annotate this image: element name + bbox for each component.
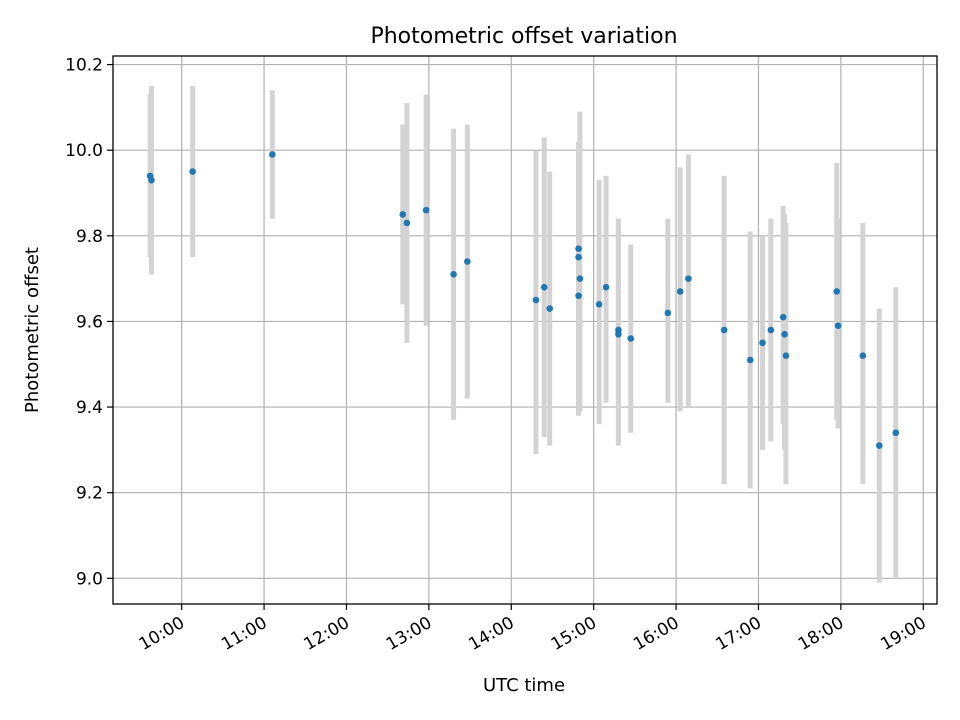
data-point — [189, 168, 196, 175]
x-axis-label: UTC time — [483, 675, 565, 696]
y-tick-label: 9.4 — [76, 398, 103, 418]
grid — [113, 56, 937, 604]
data-point — [676, 288, 684, 295]
data-point — [781, 330, 788, 338]
data-point — [834, 322, 842, 330]
data-point — [833, 288, 841, 295]
data-point — [767, 326, 775, 334]
data-point — [575, 292, 582, 300]
data-point — [615, 330, 622, 338]
data-point — [576, 275, 584, 282]
y-tick-label: 9.2 — [76, 484, 103, 504]
data-point — [450, 271, 457, 278]
y-tick-label: 9.6 — [76, 312, 103, 332]
plot-frame — [112, 55, 938, 605]
data-point — [575, 253, 582, 261]
data-point — [859, 352, 867, 359]
data-point — [464, 258, 471, 265]
y-axis-label: Photometric offset — [22, 247, 43, 413]
data-point — [540, 283, 548, 291]
data-points — [146, 151, 900, 449]
data-point — [876, 442, 883, 449]
data-point — [575, 245, 582, 252]
data-point — [759, 339, 766, 347]
data-point — [664, 309, 672, 317]
data-point — [782, 352, 790, 359]
data-point — [532, 296, 540, 304]
data-point — [627, 335, 635, 342]
data-point — [685, 275, 692, 282]
data-point — [746, 356, 754, 364]
data-point — [399, 211, 407, 218]
data-point — [422, 206, 430, 214]
data-point — [148, 176, 155, 184]
data-point — [892, 429, 900, 437]
y-tick-label: 10.2 — [65, 56, 103, 76]
y-axis-ticks: 9.0 9.2 9.4 9.6 9.8 10.0 10.2 — [65, 56, 113, 589]
y-tick-label: 10.0 — [65, 141, 103, 161]
data-point — [403, 219, 411, 227]
y-tick-label: 9.8 — [76, 227, 103, 247]
data-point — [595, 301, 603, 308]
data-point — [602, 283, 610, 291]
data-point — [546, 305, 554, 312]
data-point — [779, 313, 787, 321]
chart-title: Photometric offset variation — [370, 24, 677, 49]
data-point — [269, 151, 276, 158]
y-tick-label: 9.0 — [76, 569, 103, 589]
data-point — [720, 326, 728, 334]
